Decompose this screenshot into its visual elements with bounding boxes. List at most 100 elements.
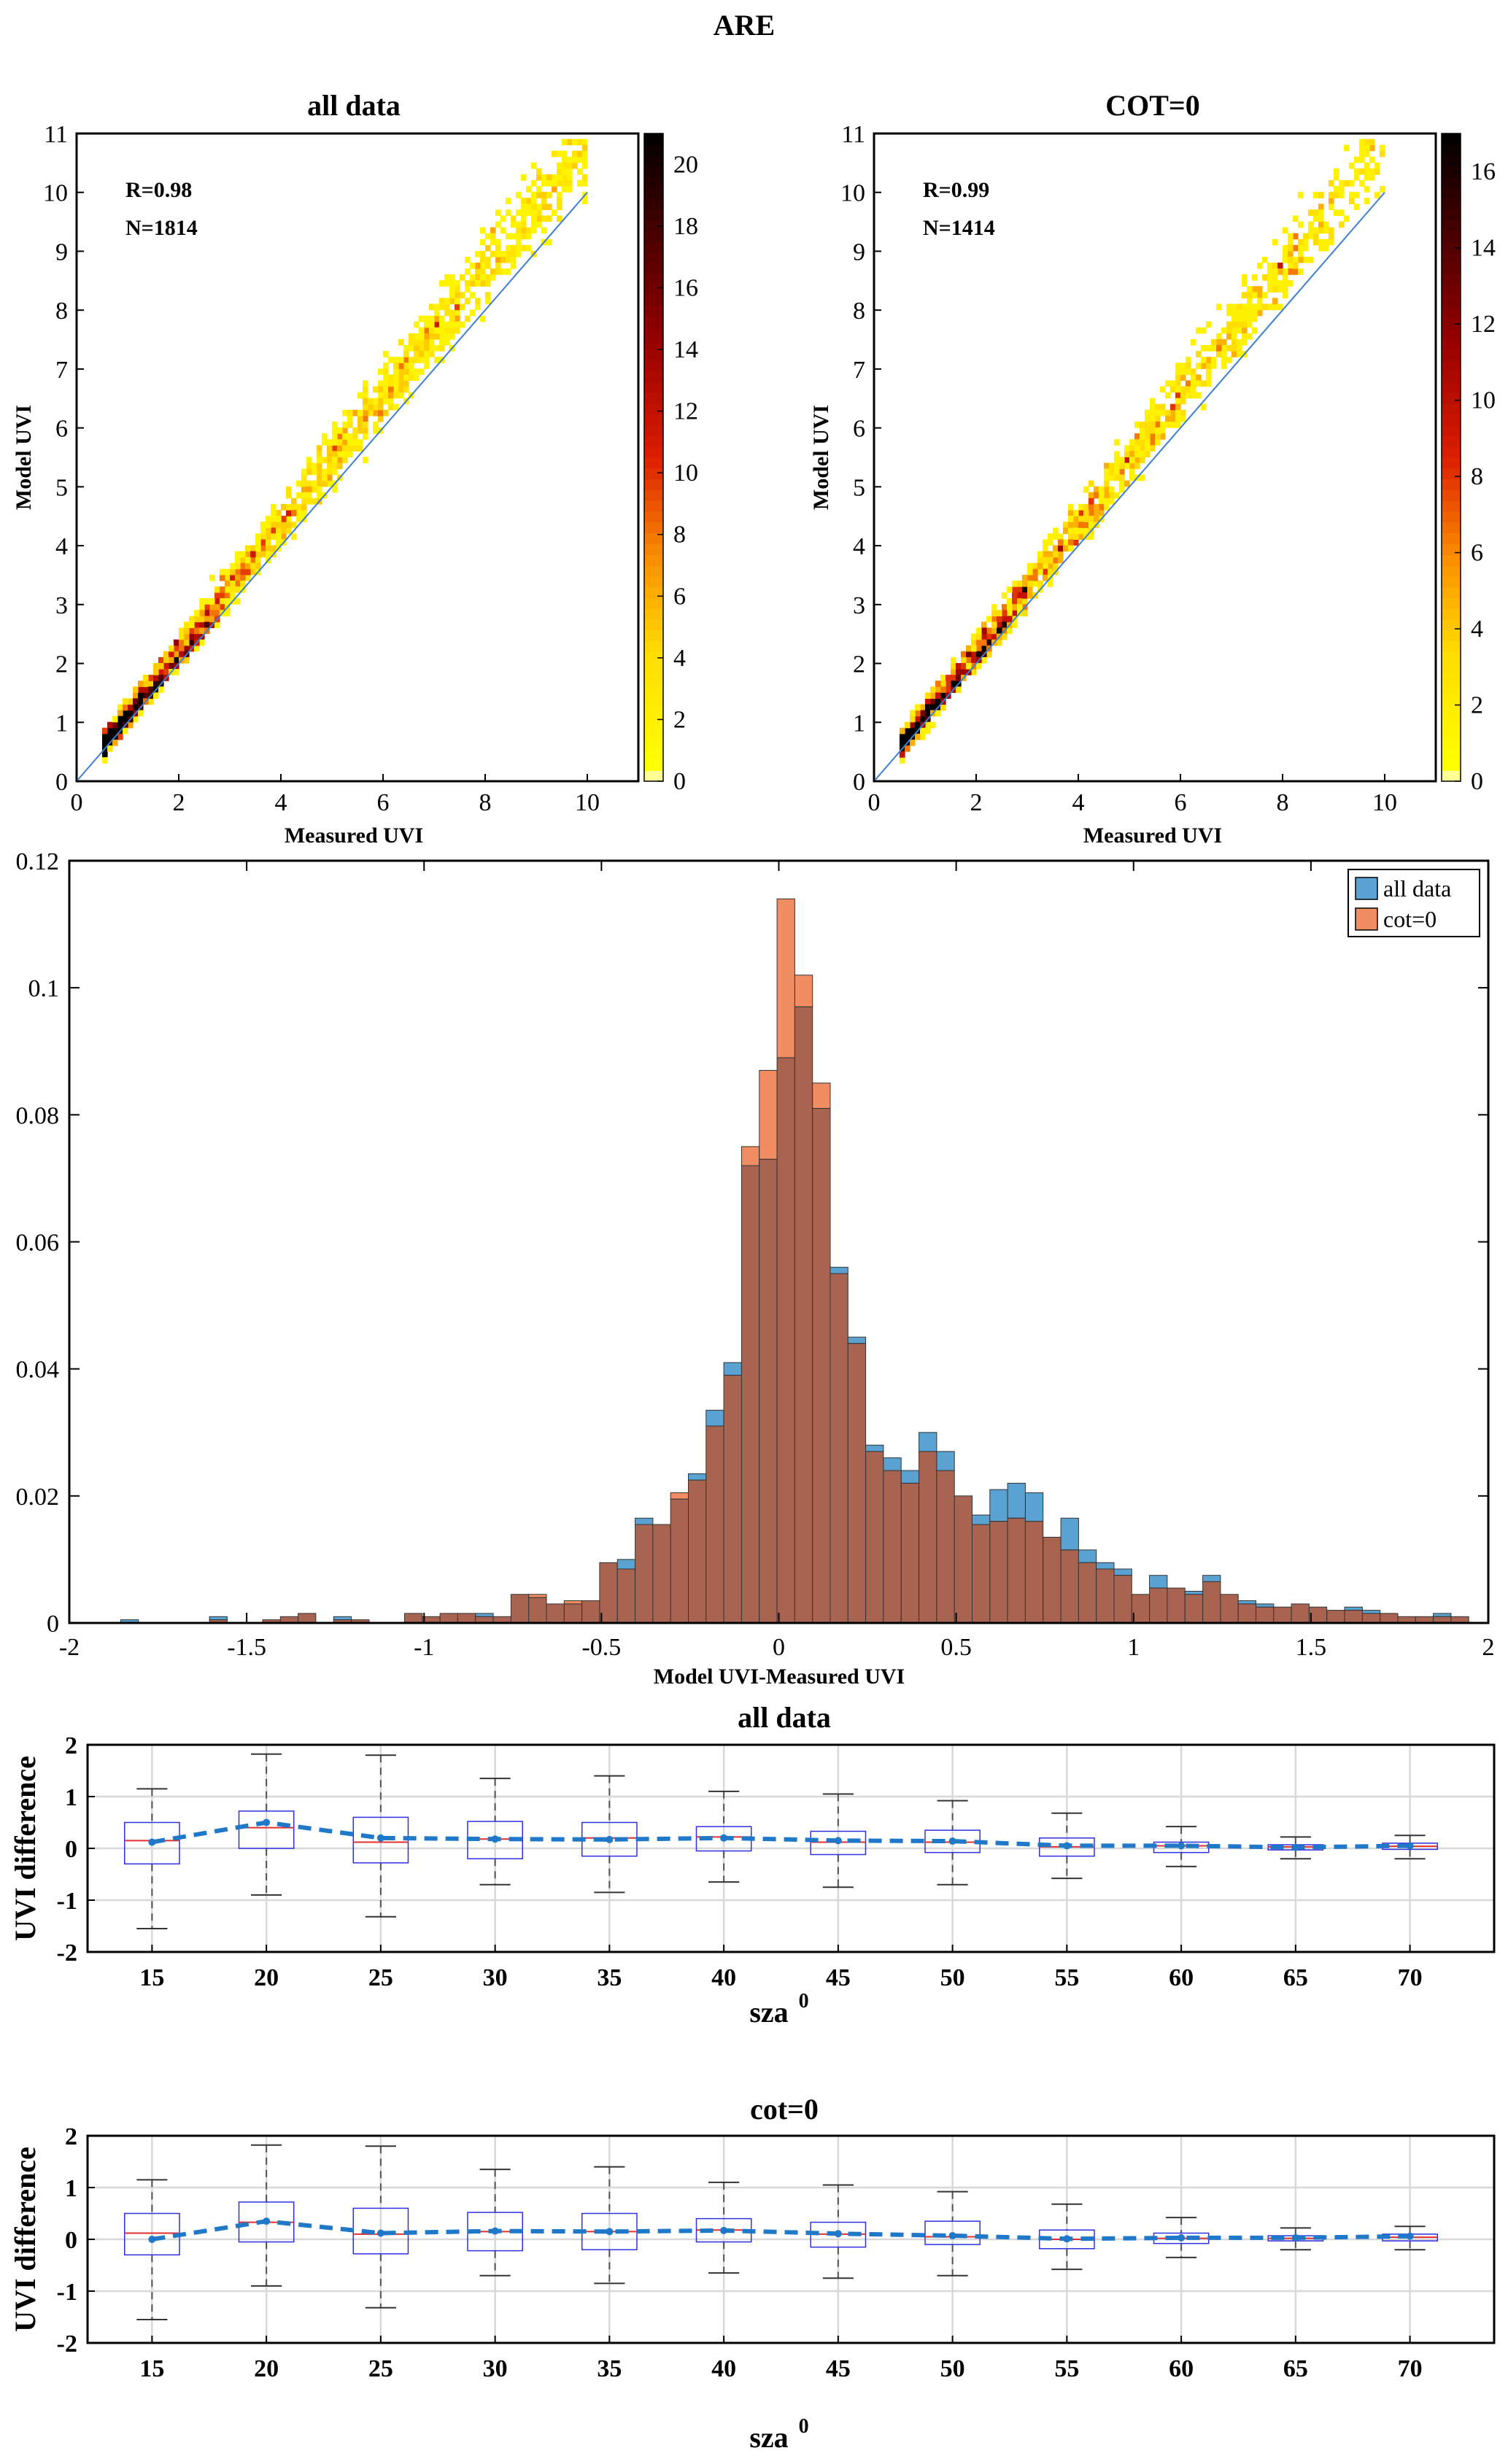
density-cell: [495, 239, 501, 246]
density-cell: [900, 733, 905, 740]
density-cell: [276, 533, 282, 540]
histogram-bar-overlap: [883, 1470, 902, 1624]
density-cell: [1374, 162, 1380, 169]
density-cell: [546, 239, 552, 246]
density-cell: [1354, 168, 1360, 175]
mean-point: [1178, 1842, 1186, 1850]
x-tick-label: 10: [1372, 789, 1397, 816]
colorbar-tick-label: 10: [673, 460, 698, 487]
density-cell: [276, 527, 282, 534]
density-cell: [194, 633, 200, 640]
density-cell: [1329, 227, 1334, 234]
density-cell: [1252, 309, 1258, 317]
density-cell: [439, 303, 445, 311]
density-cell: [148, 681, 154, 687]
density-cell: [1329, 233, 1334, 240]
x-tick-label: 4: [275, 789, 287, 816]
density-cell: [1237, 321, 1242, 328]
density-cell: [1257, 263, 1263, 269]
colorbar-band: [644, 554, 663, 566]
density-cell: [1283, 268, 1288, 275]
density-cell: [900, 757, 905, 764]
colorbar-band: [644, 414, 663, 426]
histogram-bar-overlap: [954, 1495, 973, 1624]
density-cell: [230, 580, 236, 587]
density-cell: [1104, 492, 1110, 499]
density-cell: [204, 598, 210, 605]
y-tick-label: 0.08: [16, 1102, 60, 1129]
colorbar-band: [644, 565, 663, 577]
density-cell: [480, 268, 486, 275]
density-cell: [485, 298, 491, 305]
density-cell: [1145, 415, 1151, 422]
density-cell: [230, 586, 236, 593]
histogram-bar-overlap: [1202, 1581, 1221, 1624]
histogram-bar-overlap: [1220, 1594, 1239, 1624]
density-cell: [465, 256, 471, 263]
density-cell: [363, 427, 368, 434]
density-cell: [1313, 239, 1319, 246]
density-cell: [347, 451, 353, 457]
density-cell: [1104, 474, 1110, 481]
density-cell: [1339, 209, 1345, 216]
density-cell: [1129, 457, 1135, 464]
x-tick-label: 40: [711, 2355, 736, 2382]
histogram-bar-cot0: [812, 1082, 831, 1109]
density-cell: [567, 162, 573, 169]
density-cell: [1318, 244, 1324, 252]
density-cell: [1134, 439, 1140, 446]
density-cell: [577, 180, 583, 187]
histogram-bar-all-data: [688, 1473, 707, 1481]
density-cell: [506, 268, 511, 275]
density-cell: [429, 327, 435, 334]
density-cell: [301, 492, 307, 499]
density-cell: [1216, 333, 1222, 340]
density-cell: [1078, 510, 1084, 516]
density-cell: [1262, 274, 1268, 281]
colorbar-band: [644, 748, 663, 760]
density-cell: [102, 751, 108, 758]
density-cell: [1114, 451, 1120, 457]
density-cell: [485, 292, 491, 299]
histogram-bar-overlap: [812, 1108, 831, 1624]
x-tick-label: 65: [1283, 1964, 1308, 1991]
density-cell: [541, 192, 547, 198]
colorbar-band: [644, 284, 663, 296]
histogram-bar-overlap: [1024, 1521, 1044, 1624]
density-cell: [419, 368, 425, 375]
density-cell: [1114, 474, 1120, 481]
density-cell: [1283, 250, 1288, 257]
colorbar-band: [644, 144, 663, 156]
density-cell: [373, 422, 379, 428]
colorbar-tick-label: 6: [673, 583, 686, 610]
density-cell: [439, 345, 445, 352]
density-cell: [557, 174, 562, 181]
density-cell: [1140, 422, 1145, 428]
density-cell: [179, 651, 185, 658]
density-cell: [511, 215, 517, 222]
density-cell: [1216, 303, 1222, 311]
density-cell: [271, 533, 277, 540]
density-cell: [1277, 268, 1283, 275]
histogram-bar-all-data: [1237, 1600, 1256, 1605]
density-cell: [1180, 409, 1186, 417]
density-cell: [373, 398, 379, 405]
density-cell: [562, 180, 568, 187]
density-cell: [444, 333, 450, 340]
density-cell: [1318, 192, 1324, 198]
density-cell: [546, 192, 552, 198]
colorbar-tick-label: 2: [1471, 692, 1483, 719]
density-cell: [117, 733, 123, 740]
density-cell: [997, 610, 1002, 616]
density-cell: [1313, 233, 1319, 240]
density-cell: [403, 374, 409, 381]
histogram-bar-all-data: [1149, 1575, 1168, 1589]
histogram-xlabel: Model UVI-Measured UVI: [654, 1665, 905, 1689]
density-cell: [1068, 522, 1074, 528]
density-cell: [956, 669, 962, 675]
density-cell: [449, 315, 455, 322]
density-cell: [521, 209, 527, 216]
density-cell: [521, 221, 527, 228]
density-cell: [1094, 516, 1099, 522]
density-cell: [174, 651, 179, 658]
